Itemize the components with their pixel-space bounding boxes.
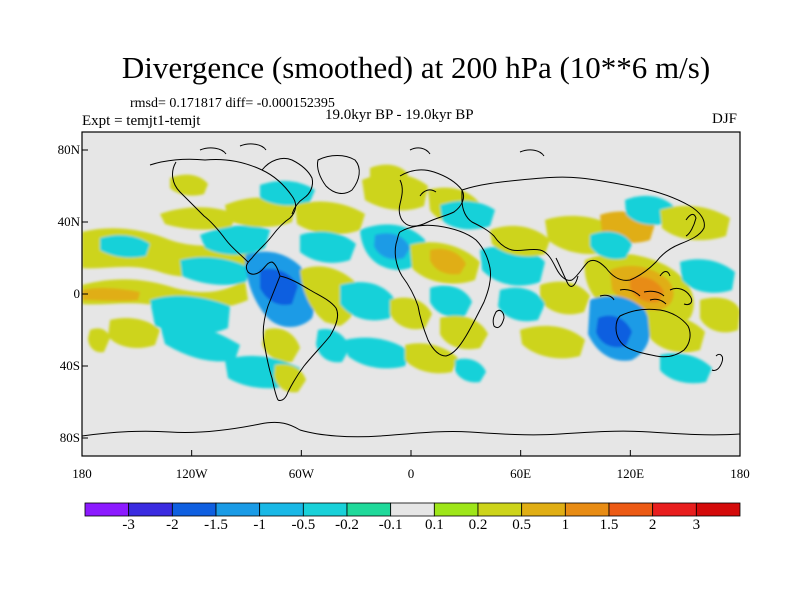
colorbar-level-label: -0.5 [291, 517, 316, 533]
lon-tick-label: 180 [730, 466, 750, 481]
lon-tick-label: 60E [510, 466, 532, 481]
lat-tick-label: 40N [57, 214, 80, 229]
lon-tick-label: 120E [616, 466, 645, 481]
colorbar-swatch [521, 502, 566, 517]
colorbar-level-label: -2 [166, 517, 179, 533]
colorbar-level-label: 2 [648, 517, 657, 533]
colorbar-level-label: -0.2 [335, 517, 359, 533]
colorbar-swatch [302, 502, 348, 517]
colorbar-level-label: 0.1 [424, 517, 444, 533]
colorbar-level-label: 3 [692, 517, 701, 533]
lon-tick-label: 0 [407, 466, 415, 481]
lat-tick-label: 0 [73, 286, 81, 301]
season-label: DJF [712, 111, 738, 127]
colorbar [84, 502, 741, 517]
lat-tick-label: 80N [57, 142, 80, 157]
colorbar-swatch [215, 502, 261, 517]
colorbar-level-label: 1 [561, 517, 570, 533]
colorbar-swatch [695, 502, 741, 517]
period-label: 19.0kyr BP - 19.0kyr BP [325, 107, 474, 123]
lon-tick-label: 60W [288, 466, 314, 481]
axis-ticks [81, 149, 741, 456]
lat-tick-label: 40S [59, 358, 80, 373]
colorbar-swatch [564, 502, 610, 517]
colorbar-level-label: 0.2 [468, 517, 488, 533]
colorbar-swatch [390, 502, 435, 517]
colorbar-swatch [259, 502, 304, 517]
colorbar-level-label: -0.1 [378, 517, 403, 533]
colorbar-swatch [128, 502, 173, 517]
experiment-label: Expt = temjt1-temjt [82, 113, 201, 129]
plot-title: Divergence (smoothed) at 200 hPa (10**6 … [121, 50, 711, 85]
colorbar-swatch [652, 502, 697, 517]
colorbar-swatch [608, 502, 654, 517]
coastlines [82, 143, 740, 438]
colorbar-swatch [346, 502, 392, 517]
lat-tick-label: 80S [59, 430, 80, 445]
lon-tick-label: 120W [175, 466, 208, 481]
colorbar-swatch [84, 502, 130, 517]
colorbar-level-label: 0.5 [512, 517, 532, 533]
colorbar-level-label: -3 [122, 517, 135, 533]
lon-tick-label: 180 [72, 466, 92, 481]
colorbar-swatch [171, 502, 217, 517]
colorbar-swatch [433, 502, 479, 517]
colorbar-level-label: 1.5 [599, 517, 619, 533]
colorbar-level-label: -1 [253, 517, 266, 533]
colorbar-swatch [477, 502, 523, 517]
colorbar-level-label: -1.5 [204, 517, 228, 533]
rmsd-diff-stats: rmsd= 0.171817 diff= -0.000152395 [130, 96, 335, 111]
